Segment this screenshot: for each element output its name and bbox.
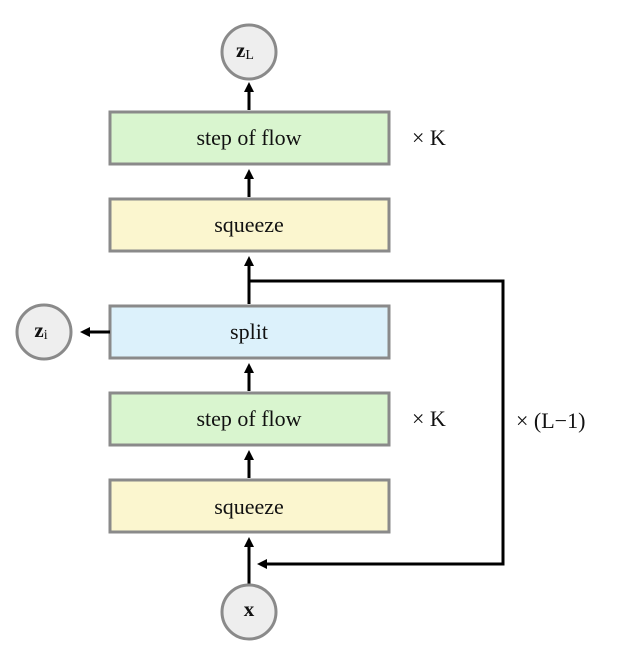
box-label: split <box>230 319 268 344</box>
box-split: split <box>108 304 391 360</box>
box-top-step-of-flow: step of flow <box>108 110 391 166</box>
box-bottom-squeeze: squeeze <box>108 478 391 534</box>
node-z-i: zi <box>15 303 73 361</box>
node-circle <box>220 583 278 641</box>
top-repeat-label: × K <box>412 125 446 150</box>
node-label: zL <box>236 38 254 63</box>
node-x: x <box>220 583 278 641</box>
node-label: x <box>244 597 255 621</box>
loop-repeat-label: × (L−1) <box>516 408 585 433</box>
loop-connector <box>249 279 505 569</box>
box-label: squeeze <box>214 212 284 237</box>
box-bottom-step-of-flow: step of flow <box>108 391 391 447</box>
bottom-repeat-label: × K <box>412 406 446 431</box>
node-label: zi <box>34 318 47 343</box>
box-top-squeeze: squeeze <box>108 197 391 253</box>
box-label: step of flow <box>196 406 301 431</box>
box-label: squeeze <box>214 494 284 519</box>
node-z-L: zL <box>220 23 278 81</box>
node-circle <box>220 23 278 81</box>
box-label: step of flow <box>196 125 301 150</box>
node-circle <box>15 303 73 361</box>
